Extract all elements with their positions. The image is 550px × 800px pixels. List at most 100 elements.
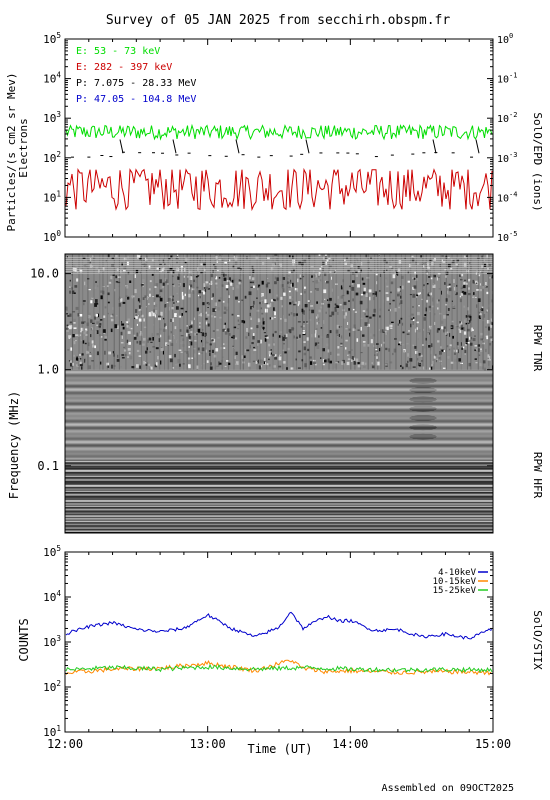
rpw-hfr-row	[65, 494, 493, 496]
rpw-noise	[96, 351, 99, 356]
rpw-noise	[311, 334, 313, 338]
rpw-noise	[217, 269, 220, 272]
rpw-noise	[259, 359, 263, 364]
rpw-noise	[367, 261, 370, 264]
rpw-stripe	[214, 254, 216, 370]
rpw-noise	[193, 332, 197, 336]
rpw-noise	[232, 265, 235, 268]
stix-plot-area	[65, 611, 493, 676]
rpw-hfr-row	[65, 455, 493, 457]
rpw-noise	[282, 292, 286, 296]
rpw-noise	[436, 329, 439, 333]
rpw-noise	[468, 362, 471, 367]
rpw-stripe	[359, 254, 361, 370]
rpw-hfr-row	[65, 421, 493, 423]
rpw-stripe	[332, 254, 334, 370]
rpw-noise	[318, 321, 320, 324]
rpw-noise	[97, 285, 99, 289]
rpw-noise	[419, 363, 421, 365]
rpw-noise	[70, 363, 73, 367]
rpw-noise	[131, 366, 135, 369]
rpw-noise	[152, 312, 155, 317]
legend-p1: P: 7.075 - 28.33 MeV	[76, 78, 196, 89]
rpw-noise	[128, 326, 131, 329]
rpw-noise	[203, 363, 205, 365]
rpw-noise	[299, 278, 302, 280]
rpw-noise	[92, 322, 95, 324]
rpw-noise	[219, 316, 222, 319]
rpw-noise	[384, 363, 388, 366]
rpw-band	[65, 273, 493, 274]
rpw-stripe	[167, 254, 169, 370]
rpw-noise	[349, 285, 351, 288]
rpw-noise	[230, 282, 233, 286]
rpw-noise	[486, 254, 489, 258]
rpw-noise	[276, 277, 279, 281]
rpw-noise	[490, 337, 493, 342]
rpw-noise	[156, 333, 159, 336]
rpw-noise	[251, 306, 254, 310]
rpw-noise	[96, 287, 100, 290]
rpw-noise	[234, 355, 236, 359]
rpw-noise	[198, 352, 201, 355]
rpw-noise	[405, 265, 407, 268]
rpw-noise	[375, 293, 377, 297]
rpw-noise	[172, 283, 175, 285]
epd-left-tick-label: 105	[43, 31, 61, 46]
rpw-noise	[85, 330, 87, 332]
rpw-noise	[211, 315, 214, 318]
rpw-noise	[338, 326, 341, 328]
rpw-noise	[459, 274, 461, 277]
rpw-noise	[433, 259, 436, 261]
rpw-noise	[252, 277, 255, 280]
rpw-noise	[385, 326, 388, 330]
rpw-noise	[123, 257, 127, 261]
rpw-hfr-row	[65, 448, 493, 450]
rpw-noise	[267, 282, 270, 285]
rpw-noise	[188, 335, 192, 339]
rpw-noise	[114, 324, 118, 329]
rpw-noise	[391, 321, 394, 323]
rpw-noise	[386, 285, 389, 288]
rpw-noise	[253, 351, 255, 354]
rpw-noise	[282, 277, 286, 280]
rpw-noise	[102, 329, 106, 333]
rpw-hfr-row	[65, 423, 493, 425]
rpw-noise	[376, 356, 378, 359]
rpw-noise	[312, 359, 316, 362]
rpw-noise	[286, 367, 288, 371]
rpw-hfr-row	[65, 521, 493, 523]
rpw-noise	[249, 276, 251, 280]
rpw-noise	[146, 296, 148, 300]
rpw-hfr-row	[65, 485, 493, 487]
rpw-noise	[320, 336, 324, 338]
rpw-noise	[218, 361, 220, 366]
rpw-noise	[314, 288, 317, 290]
rpw-noise	[389, 324, 392, 328]
rpw-noise	[152, 296, 155, 298]
rpw-noise	[490, 299, 493, 303]
rpw-hfr-row	[65, 380, 493, 382]
rpw-noise	[466, 315, 470, 318]
rpw-noise	[428, 276, 431, 278]
legend-e1: E: 53 - 73 keV	[76, 46, 160, 57]
rpw-noise	[469, 278, 472, 281]
rpw-noise	[347, 354, 349, 356]
rpw-noise	[121, 323, 125, 326]
rpw-noise	[365, 315, 369, 318]
rpw-stripe	[266, 254, 268, 370]
rpw-noise	[475, 348, 478, 351]
rpw-noise	[340, 344, 343, 346]
rpw-noise	[221, 284, 224, 287]
rpw-noise	[135, 314, 137, 316]
rpw-noise	[416, 297, 418, 302]
rpw-noise	[410, 323, 412, 328]
rpw-noise	[139, 256, 142, 261]
rpw-noise	[95, 281, 97, 283]
rpw-noise	[452, 307, 456, 309]
rpw-noise	[186, 332, 188, 337]
rpw-noise	[288, 290, 291, 293]
rpw-noise	[197, 294, 200, 297]
rpw-noise	[343, 315, 346, 319]
rpw-noise	[486, 309, 488, 312]
